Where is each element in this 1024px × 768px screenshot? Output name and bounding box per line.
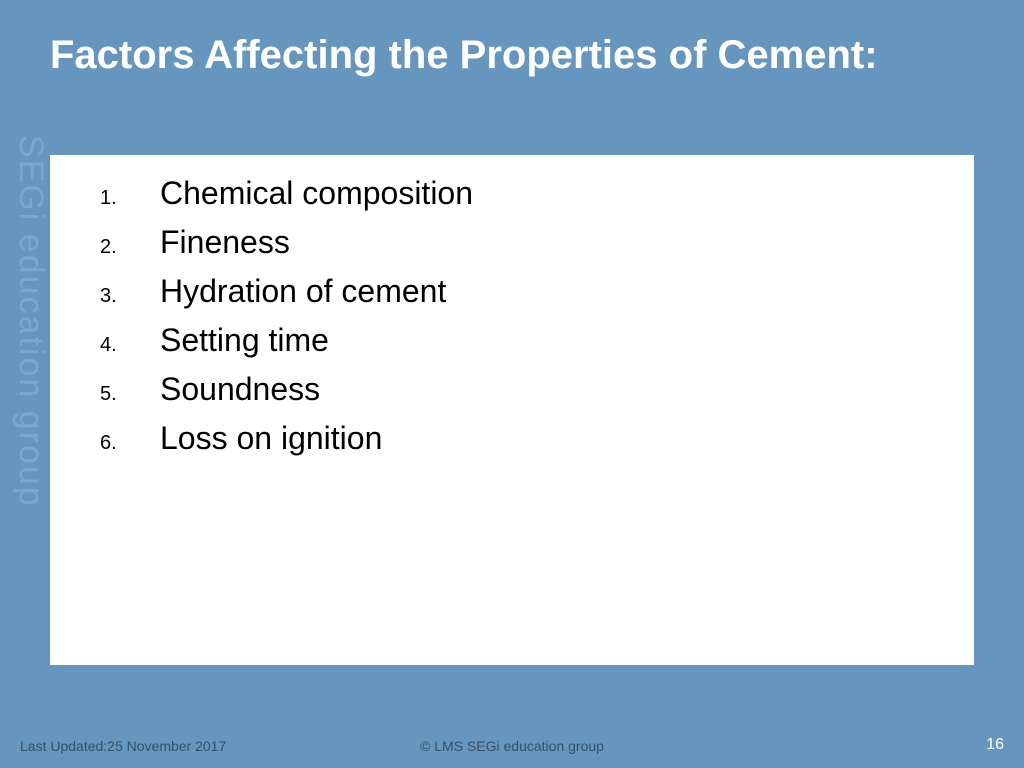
list-number: 5. xyxy=(100,383,140,406)
list-item: 3. Hydration of cement xyxy=(100,273,944,310)
list-item-text: Soundness xyxy=(160,371,320,408)
list-item-text: Chemical composition xyxy=(160,175,473,212)
list-number: 4. xyxy=(100,334,140,357)
list-number: 3. xyxy=(100,285,140,308)
footer: Last Updated:25 November 2017 © LMS SEGi… xyxy=(0,730,1024,754)
slide: SEGi education group Factors Affecting t… xyxy=(0,0,1024,768)
numbered-list: 1. Chemical composition 2. Fineness 3. H… xyxy=(100,175,944,457)
list-number: 6. xyxy=(100,432,140,455)
content-box: 1. Chemical composition 2. Fineness 3. H… xyxy=(50,155,974,665)
list-number: 1. xyxy=(100,187,140,210)
list-item: 5. Soundness xyxy=(100,371,944,408)
title-area: Factors Affecting the Properties of Ceme… xyxy=(50,30,974,80)
list-item-text: Setting time xyxy=(160,322,329,359)
list-item: 6. Loss on ignition xyxy=(100,420,944,457)
list-item-text: Loss on ignition xyxy=(160,420,382,457)
footer-page-number: 16 xyxy=(986,736,1004,754)
list-number: 2. xyxy=(100,236,140,259)
vertical-brand-text: SEGi education group xyxy=(10,135,50,635)
list-item: 2. Fineness xyxy=(100,224,944,261)
list-item-text: Hydration of cement xyxy=(160,273,446,310)
slide-title: Factors Affecting the Properties of Ceme… xyxy=(50,30,974,80)
list-item: 1. Chemical composition xyxy=(100,175,944,212)
footer-copyright: © LMS SEGi education group xyxy=(0,738,1024,754)
list-item-text: Fineness xyxy=(160,224,290,261)
list-item: 4. Setting time xyxy=(100,322,944,359)
